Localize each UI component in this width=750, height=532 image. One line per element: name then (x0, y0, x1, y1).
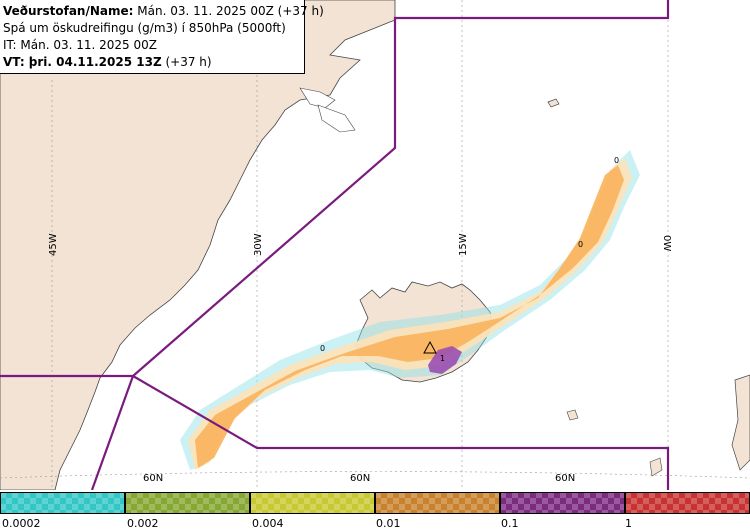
legend-tick-label: 0.01 (376, 517, 401, 530)
graticule (0, 0, 750, 490)
color-legend: 0.0002 0.002 0.004 0.01 0.1 1 (0, 492, 750, 530)
valid-offset: (+37 h) (161, 55, 212, 69)
legend-tick-label: 0.004 (252, 517, 284, 530)
volcano-icon (423, 340, 437, 354)
legend-tick-label: 1 (625, 517, 632, 530)
greenland-landmass (0, 0, 396, 490)
legend-swatch (625, 492, 750, 514)
contour-label: 0 (578, 240, 583, 249)
legend-tick-label: 0.1 (501, 517, 519, 530)
forecast-info-box: Veðurstofan/Name: Mán. 03. 11. 2025 00Z … (0, 0, 324, 74)
latitude-label: 60N (350, 473, 370, 484)
legend-swatch (250, 492, 375, 514)
legend-swatch (375, 492, 500, 514)
product-description: Spá um öskudreifingu (g/m3) í 850hPa (50… (3, 21, 286, 35)
issuer-line: Veðurstofan/Name: Mán. 03. 11. 2025 00Z … (3, 3, 324, 20)
jan-mayen-island (547, 98, 560, 108)
issue-time: IT: Mán. 03. 11. 2025 00Z (3, 38, 157, 52)
contour-label: 0 (614, 156, 619, 165)
issuer-time: Mán. 03. 11. 2025 00Z (+37 h) (133, 4, 324, 18)
longitude-labels: 45W 30W 15W 0W (48, 233, 672, 256)
contour-label: 0 (320, 344, 325, 353)
shetland-islands (649, 457, 663, 477)
faroe-islands (566, 409, 579, 421)
legend-swatch (500, 492, 625, 514)
contour-label: 1 (440, 354, 445, 363)
fjord-shape (317, 104, 356, 133)
contour-labels: 0 0 0 1 (320, 156, 619, 363)
latitude-labels: 60N 60N 60N (143, 473, 575, 484)
longitude-label-0w: 0W (661, 235, 672, 251)
legend-tick-labels: 0.0002 0.002 0.004 0.01 0.1 1 (2, 517, 632, 530)
longitude-label-15w: 15W (458, 233, 469, 256)
valid-time: VT: þri. 04.11.2025 13Z (3, 55, 162, 69)
map-canvas: 0 0 0 1 45W 30W 15W 0W 60N 60N 60N (0, 0, 750, 490)
legend-tick-label: 0.0002 (2, 517, 41, 530)
legend-swatches (0, 492, 750, 514)
latitude-label: 60N (555, 473, 575, 484)
longitude-label-30w: 30W (253, 233, 264, 256)
issuer-label: Veðurstofan/Name: (3, 4, 134, 18)
legend-swatch (125, 492, 250, 514)
longitude-label-45w: 45W (48, 233, 59, 256)
valid-time-line: VT: þri. 04.11.2025 13Z (+37 h) (3, 54, 304, 71)
legend-tick-label: 0.002 (127, 517, 159, 530)
latitude-label: 60N (143, 473, 163, 484)
fjord-shape (299, 87, 336, 109)
fir-boundary (0, 0, 670, 490)
ash-plume (180, 150, 640, 470)
norway-coast (731, 374, 750, 471)
legend-swatch (0, 492, 125, 514)
